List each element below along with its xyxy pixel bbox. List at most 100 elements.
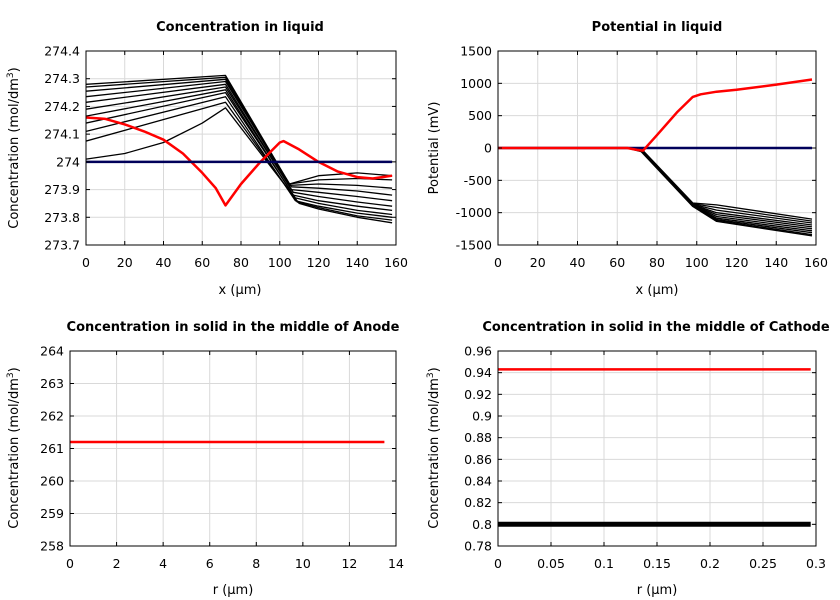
y-tick-label: 0 bbox=[484, 141, 492, 156]
y-tick-label: -1500 bbox=[456, 238, 492, 253]
y-tick-label: 261 bbox=[40, 441, 64, 456]
series-line bbox=[86, 101, 393, 221]
x-tick-label: 140 bbox=[345, 255, 369, 270]
panel-concentration-solid-anode: Concentration in solid in the middle of … bbox=[6, 320, 404, 598]
x-tick-label: 4 bbox=[159, 556, 167, 571]
plot-area: 0 20 40 60 80 100 120 140 160 273.7 273.8 273.9 274 2… bbox=[44, 44, 408, 271]
x-tick-label: 120 bbox=[725, 255, 749, 270]
plot-area: 0 2 4 6 8 10 12 14 258 259 260 261 262 263 264 bbox=[40, 344, 404, 572]
y-tick-label: 260 bbox=[40, 474, 64, 489]
series-line bbox=[86, 91, 393, 216]
x-tick-label: 0.1 bbox=[594, 556, 614, 571]
x-tick-label: 160 bbox=[804, 255, 828, 270]
x-tick-label: 60 bbox=[194, 255, 210, 270]
x-tick-label: 0.05 bbox=[537, 556, 565, 571]
y-tick-label: -500 bbox=[464, 173, 492, 188]
x-tick-label: 60 bbox=[609, 255, 625, 270]
x-tick-label: 0 bbox=[82, 255, 90, 270]
series-line bbox=[86, 83, 393, 202]
x-tick-label: 80 bbox=[233, 255, 249, 270]
y-tick-label: 1000 bbox=[460, 76, 492, 91]
series-line bbox=[498, 147, 813, 228]
series-line bbox=[498, 147, 813, 220]
y-tick-label: 274.1 bbox=[44, 127, 80, 142]
panel-concentration-solid-cathode: Concentration in solid in the middle of … bbox=[426, 320, 830, 598]
plot-area: 0 20 40 60 80 100 120 140 160 -1500 -1000 -500 0 500 1… bbox=[456, 44, 828, 271]
x-tick-label: 120 bbox=[307, 255, 331, 270]
series-line bbox=[86, 96, 393, 218]
y-tick-label: -1000 bbox=[456, 205, 492, 220]
y-tick-label: 262 bbox=[40, 409, 64, 424]
series-line bbox=[498, 78, 813, 152]
chart-title: Concentration in solid in the middle of … bbox=[67, 320, 400, 335]
series-line bbox=[86, 76, 393, 185]
y-tick-label: 0.8 bbox=[472, 517, 492, 532]
x-axis-label: x (µm) bbox=[636, 283, 679, 298]
x-tick-label: 0 bbox=[66, 556, 74, 571]
series-line bbox=[86, 78, 393, 189]
series-line bbox=[86, 74, 393, 185]
y-tick-label: 273.8 bbox=[44, 210, 80, 225]
x-tick-label: 0.25 bbox=[749, 556, 777, 571]
series-line bbox=[498, 147, 813, 236]
x-axis-label: x (µm) bbox=[219, 283, 262, 298]
x-tick-label: 100 bbox=[685, 255, 709, 270]
y-tick-label: 273.9 bbox=[44, 182, 80, 197]
y-tick-label: 259 bbox=[40, 506, 64, 521]
series-line bbox=[86, 89, 393, 212]
x-tick-label: 140 bbox=[764, 255, 788, 270]
y-axis-label: Concentration (mol/dm3) bbox=[6, 67, 22, 229]
series-group bbox=[86, 74, 393, 224]
y-tick-label: 0.78 bbox=[464, 539, 492, 554]
panel-concentration-liquid: Concentration in liquid 0 20 40 60 80 100 120 1… bbox=[6, 20, 408, 298]
x-tick-label: 0 bbox=[494, 255, 502, 270]
chart-title: Concentration in solid in the middle of … bbox=[482, 320, 830, 335]
y-tick-label: 0.92 bbox=[464, 387, 492, 402]
y-tick-label: 273.7 bbox=[44, 238, 80, 253]
x-tick-label: 160 bbox=[384, 255, 408, 270]
y-tick-label: 274.4 bbox=[44, 44, 80, 59]
y-tick-label: 274.3 bbox=[44, 71, 80, 86]
series-line bbox=[86, 116, 393, 207]
series-line bbox=[86, 80, 393, 196]
x-tick-label: 20 bbox=[117, 255, 133, 270]
x-tick-label: 6 bbox=[206, 556, 214, 571]
y-tick-label: 0.82 bbox=[464, 495, 492, 510]
series-line bbox=[86, 107, 393, 224]
x-tick-label: 2 bbox=[113, 556, 121, 571]
series-line bbox=[86, 86, 393, 207]
series-line bbox=[498, 147, 813, 222]
y-tick-label: 0.94 bbox=[464, 365, 492, 380]
panel-potential-liquid: Potential in liquid 0 20 40 60 80 100 120 140 16… bbox=[427, 20, 828, 298]
y-tick-label: 0.96 bbox=[464, 344, 492, 359]
x-tick-label: 0.2 bbox=[700, 556, 720, 571]
y-tick-label: 258 bbox=[40, 539, 64, 554]
y-tick-label: 0.86 bbox=[464, 452, 492, 467]
x-tick-label: 8 bbox=[252, 556, 260, 571]
y-tick-label: 0.88 bbox=[464, 430, 492, 445]
x-axis-label: r (µm) bbox=[637, 583, 678, 598]
y-axis-label: Concentration (mol/dm3) bbox=[6, 367, 22, 529]
y-tick-label: 1500 bbox=[460, 44, 492, 59]
x-tick-label: 40 bbox=[570, 255, 586, 270]
series-line bbox=[498, 147, 813, 226]
x-tick-label: 14 bbox=[388, 556, 404, 571]
x-tick-label: 12 bbox=[341, 556, 357, 571]
x-axis-label: r (µm) bbox=[213, 583, 254, 598]
x-tick-label: 0.3 bbox=[806, 556, 826, 571]
series-group bbox=[498, 78, 813, 237]
plot-area: 0 0.05 0.1 0.15 0.2 0.25 0.3 0.78 0.8 0.82 0.84 0.8… bbox=[464, 344, 826, 572]
x-tick-label: 10 bbox=[295, 556, 311, 571]
series-group bbox=[498, 368, 811, 527]
x-tick-label: 0 bbox=[494, 556, 502, 571]
x-tick-label: 100 bbox=[268, 255, 292, 270]
y-axis-label: Potential (mV) bbox=[427, 102, 442, 195]
x-tick-label: 40 bbox=[156, 255, 172, 270]
y-tick-label: 0.84 bbox=[464, 474, 492, 489]
y-tick-label: 274.2 bbox=[44, 99, 80, 114]
x-tick-label: 0.15 bbox=[643, 556, 671, 571]
y-tick-label: 0.9 bbox=[472, 409, 492, 424]
x-tick-label: 20 bbox=[530, 255, 546, 270]
y-tick-label: 264 bbox=[40, 344, 64, 359]
